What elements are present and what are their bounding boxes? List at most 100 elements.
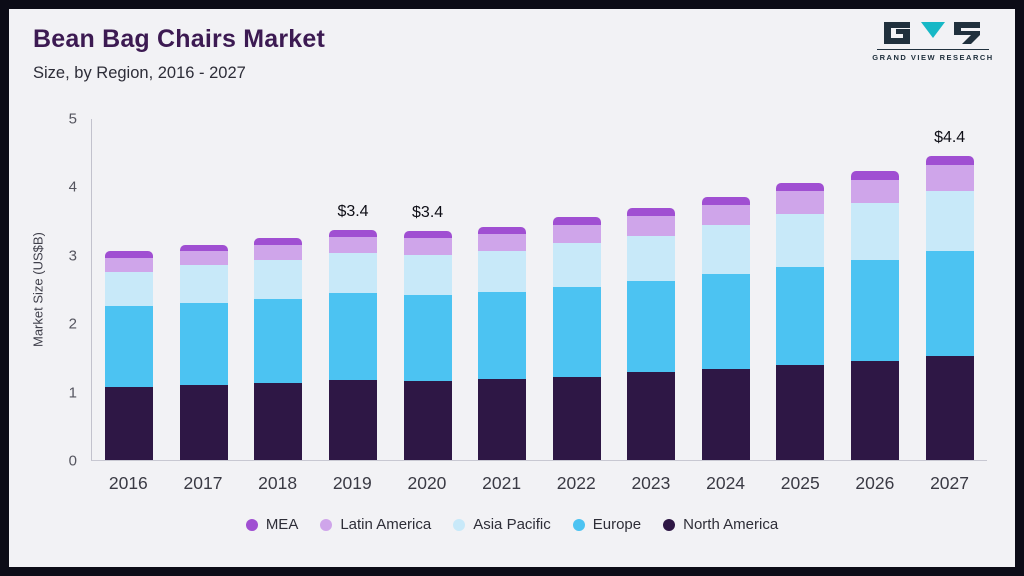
bar-segment-mea xyxy=(552,217,601,225)
chart-card: Bean Bag Chairs Market Size, by Region, … xyxy=(9,9,1015,567)
x-tick-label: 2024 xyxy=(706,473,746,493)
bar-segment-latin-america xyxy=(851,179,900,203)
bar-segment-asia-pacific xyxy=(776,213,825,268)
bar-segment-asia-pacific xyxy=(403,254,452,295)
bar-2018 xyxy=(254,237,303,460)
bar-segment-mea xyxy=(179,244,228,252)
bar-segment-mea xyxy=(851,171,900,180)
legend-swatch xyxy=(453,518,466,531)
bar-segment-latin-america xyxy=(701,204,750,225)
x-tick-label: 2019 xyxy=(332,473,372,493)
legend: MEA Latin America Asia Pacific Europe North … xyxy=(9,516,1015,533)
bar-2026 xyxy=(851,171,900,460)
legend-label: North America xyxy=(683,516,779,533)
bar-2024 xyxy=(701,196,750,460)
bar-2021 xyxy=(478,226,527,460)
bar-segment-europe xyxy=(552,287,601,377)
bar-segment-europe xyxy=(403,294,452,381)
bar-segment-europe xyxy=(627,280,676,373)
bar-segment-north-america xyxy=(403,380,452,460)
bar-segment-mea xyxy=(403,230,452,239)
x-tick-label: 2025 xyxy=(780,473,820,493)
bar-segment-mea xyxy=(254,237,303,246)
bar-segment-north-america xyxy=(329,380,378,460)
y-tick-label: 5 xyxy=(68,110,77,128)
bar-segment-asia-pacific xyxy=(179,265,228,303)
legend-swatch xyxy=(320,518,333,531)
bar-segment-europe xyxy=(478,292,527,379)
bar-segment-north-america xyxy=(254,382,303,460)
legend-label: Latin America xyxy=(340,516,432,533)
bar-2023 xyxy=(627,207,676,460)
bar-segment-latin-america xyxy=(179,251,228,266)
page-title: Bean Bag Chairs Market xyxy=(33,25,325,53)
bar-2027: $4.4 xyxy=(925,129,974,460)
gvr-logo: GRAND VIEW RESEARCH xyxy=(872,21,992,62)
x-tick-label: 2026 xyxy=(855,473,895,493)
page-subtitle: Size, by Region, 2016 - 2027 xyxy=(33,64,246,82)
bar-segment-north-america xyxy=(552,376,601,460)
value-annotation: $4.4 xyxy=(934,129,966,147)
legend-swatch xyxy=(663,518,676,531)
value-annotation: $3.4 xyxy=(412,203,444,221)
y-tick-label: 3 xyxy=(68,247,77,265)
bar-segment-north-america xyxy=(776,364,825,460)
bar-segment-asia-pacific xyxy=(254,260,303,299)
bar-2020: $3.4 xyxy=(403,204,452,460)
bar-segment-asia-pacific xyxy=(105,271,154,307)
x-tick-label: 2017 xyxy=(183,473,223,493)
legend-item-europe: Europe xyxy=(572,516,642,533)
bar-segment-latin-america xyxy=(329,237,378,254)
y-tick-label: 4 xyxy=(68,178,77,196)
gvr-logo-icon xyxy=(884,22,980,44)
x-tick-label: 2023 xyxy=(631,473,671,493)
bar-segment-asia-pacific xyxy=(627,235,676,281)
legend-item-north-america: North America xyxy=(663,516,778,533)
legend-swatch xyxy=(245,518,258,531)
legend-label: MEA xyxy=(265,516,299,533)
bar-segment-europe xyxy=(254,298,303,383)
bar-2019: $3.4 xyxy=(329,203,378,460)
bar-segment-asia-pacific xyxy=(851,202,900,260)
y-tick-label: 0 xyxy=(68,452,77,470)
bar-segment-north-america xyxy=(105,386,154,460)
logo-divider xyxy=(877,49,989,50)
bar-segment-latin-america xyxy=(627,215,676,236)
bar-segment-mea xyxy=(701,196,750,205)
legend-item-mea: MEA xyxy=(245,516,299,533)
bar-segment-europe xyxy=(701,273,750,369)
logo-text: GRAND VIEW RESEARCH xyxy=(872,53,994,62)
legend-item-latin-america: Latin America xyxy=(320,516,431,533)
bar-segment-latin-america xyxy=(925,165,974,192)
bar-segment-mea xyxy=(478,226,527,235)
legend-item-asia-pacific: Asia Pacific xyxy=(453,516,551,533)
bar-segment-latin-america xyxy=(105,258,154,272)
y-axis: 0 1 2 3 4 5 xyxy=(45,111,77,470)
bar-segment-europe xyxy=(179,302,228,385)
bar-segment-europe xyxy=(851,259,900,361)
legend-label: Europe xyxy=(592,516,642,533)
bar-segment-north-america xyxy=(925,356,974,460)
bar-segment-north-america xyxy=(627,372,676,460)
x-tick-label: 2027 xyxy=(930,473,970,493)
y-tick-label: 2 xyxy=(68,315,77,333)
x-tick-label: 2018 xyxy=(258,473,298,493)
bar-segment-europe xyxy=(329,293,378,380)
bar-segment-asia-pacific xyxy=(701,224,750,274)
bar-2016 xyxy=(105,251,154,460)
bar-2017 xyxy=(179,244,228,460)
x-axis: 2016 2017 2018 2019 2020 2021 2022 2023 2024 2025… xyxy=(91,473,987,494)
bar-segment-north-america xyxy=(179,384,228,460)
bar-segment-mea xyxy=(776,182,825,192)
y-tick-label: 1 xyxy=(68,384,77,402)
legend-swatch xyxy=(572,518,585,531)
bar-segment-mea xyxy=(329,229,378,238)
bar-2025 xyxy=(776,182,825,460)
bar-segment-north-america xyxy=(478,378,527,460)
bar-segment-north-america xyxy=(701,369,750,460)
bar-segment-mea xyxy=(105,251,154,259)
bar-segment-europe xyxy=(776,267,825,365)
bars: $3.4 $3.4 $4.4 xyxy=(92,119,987,460)
bar-segment-asia-pacific xyxy=(925,191,974,252)
